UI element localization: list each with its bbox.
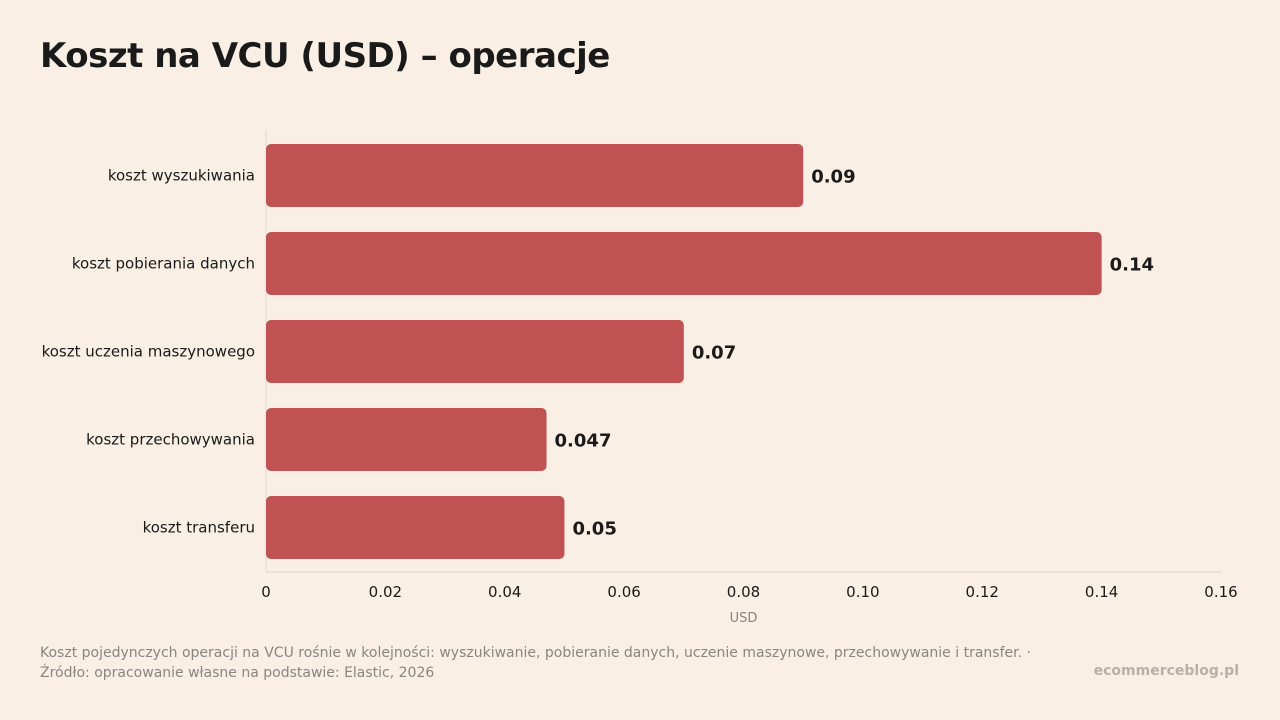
category-label: koszt wyszukiwania <box>108 167 255 185</box>
x-axis-title: USD <box>730 611 758 626</box>
chart-footer: Koszt pojedynczych operacji na VCU rośni… <box>40 643 1031 683</box>
x-tick-label: 0.14 <box>1085 583 1118 601</box>
x-tick-label: 0.06 <box>607 583 640 601</box>
brand-label: ecommerceblog.pl <box>1093 663 1239 679</box>
data-label: 0.05 <box>572 519 616 540</box>
x-tick-label: 0.04 <box>488 583 521 601</box>
x-tick-label: 0.16 <box>1204 583 1237 601</box>
x-tick-label: 0.10 <box>846 583 879 601</box>
footer-note: Koszt pojedynczych operacji na VCU rośni… <box>40 645 1031 661</box>
data-label: 0.09 <box>811 167 855 188</box>
x-tick-label: 0 <box>261 583 271 601</box>
footer-source: Źródło: opracowanie własne na podstawie:… <box>40 665 435 681</box>
bar <box>266 496 565 559</box>
bar <box>266 232 1102 295</box>
category-label: koszt pobierania danych <box>72 255 255 273</box>
category-label: koszt transferu <box>143 519 255 537</box>
bar <box>266 144 804 207</box>
category-label: koszt przechowywania <box>86 431 255 449</box>
data-label: 0.14 <box>1110 255 1154 276</box>
data-label: 0.07 <box>692 343 736 364</box>
bar <box>266 408 547 471</box>
x-tick-label: 0.02 <box>369 583 402 601</box>
data-label: 0.047 <box>555 431 612 452</box>
x-tick-label: 0.12 <box>966 583 999 601</box>
chart-title: Koszt na VCU (USD) – operacje <box>40 36 610 76</box>
category-label: koszt uczenia maszynowego <box>42 343 255 361</box>
x-tick-label: 0.08 <box>727 583 760 601</box>
bar <box>266 320 684 383</box>
